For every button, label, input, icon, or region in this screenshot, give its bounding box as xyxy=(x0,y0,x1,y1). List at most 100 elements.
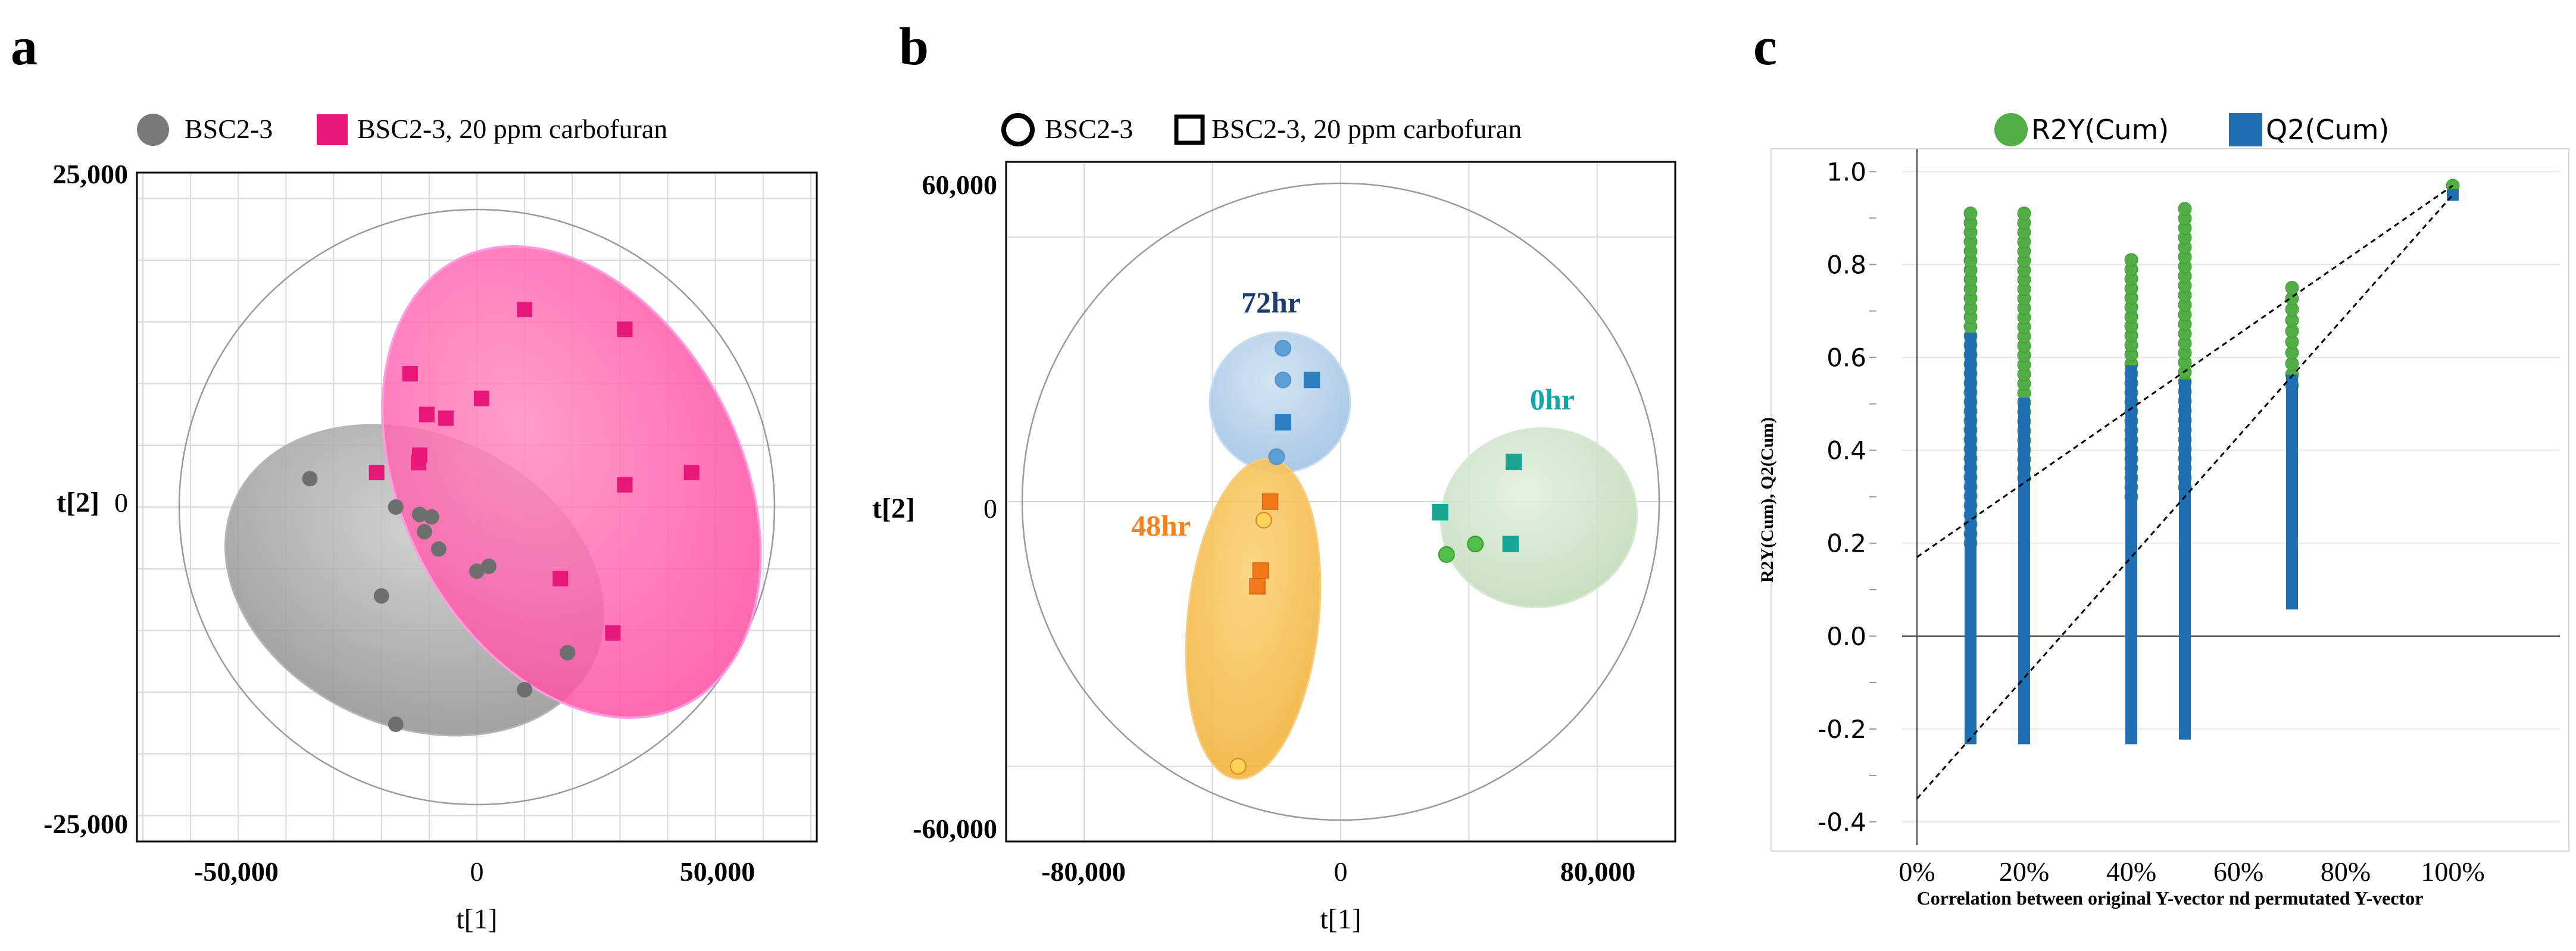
point-a-carbofuran-10 xyxy=(683,464,700,480)
axis-c-xtick-0: 0% xyxy=(1899,856,1935,887)
marks-b xyxy=(1229,340,1522,775)
point-a-bsc2-3-4 xyxy=(416,524,432,540)
axis-b-ylabel: t[2] xyxy=(872,493,915,524)
axis-c-ytick-0: 1.0 xyxy=(1826,157,1866,186)
axis-b-xlabel: t[1] xyxy=(1320,903,1361,935)
group-label-48hr: 48hr xyxy=(1131,509,1191,542)
legend-a-label-2: BSC2-3, 20 ppm carbofuran xyxy=(357,114,667,144)
legend-b: BSC2-3 BSC2-3, 20 ppm carbofuran xyxy=(1001,113,1522,146)
point-a-carbofuran-8 xyxy=(617,321,633,337)
point-a-carbofuran-5 xyxy=(438,410,454,426)
point-b-0hr-bsc2-3-20-ppm-carbofuran-1 xyxy=(1432,504,1448,521)
regression-line-1 xyxy=(1916,194,2454,799)
point-a-carbofuran-4 xyxy=(411,455,427,471)
point-c-r2y-3-29 xyxy=(2178,202,2192,216)
point-b-0hr-bsc2-3-20-ppm-carbofuran-0 xyxy=(1506,453,1522,471)
point-a-carbofuran-2 xyxy=(419,406,435,423)
point-a-carbofuran-0 xyxy=(369,464,385,480)
point-a-carbofuran-7 xyxy=(517,302,533,318)
axis-c-xtick-4: 80% xyxy=(2321,856,2371,887)
point-b-48hr-bsc2-3-1 xyxy=(1229,758,1247,775)
point-a-bsc2-3-2 xyxy=(411,506,427,523)
point-a-carbofuran-9 xyxy=(617,477,633,493)
point-c-r2y-2-25 xyxy=(2124,253,2138,267)
group-label-0hr: 0hr xyxy=(1530,383,1575,416)
axis-b-ytick-2: -60,000 xyxy=(913,814,997,844)
panel-c-letter: c xyxy=(1753,17,1777,76)
axis-c-xlabel: Correlation between original Y-vector nd… xyxy=(1917,887,2424,909)
point-a-bsc2-3-8 xyxy=(373,588,389,604)
axis-b-ytick-1: 0 xyxy=(983,493,997,524)
point-c-r2y-1-28 xyxy=(2017,207,2031,221)
panel-a-letter: a xyxy=(11,17,38,76)
point-a-bsc2-3-11 xyxy=(560,645,576,661)
point-a-carbofuran-1 xyxy=(402,366,418,381)
legend-b-label-1: BSC2-3 xyxy=(1045,114,1133,144)
point-a-bsc2-3-0 xyxy=(302,471,318,487)
point-c-q2-3-49 xyxy=(2179,379,2191,392)
point-b-72hr-bsc2-3-0 xyxy=(1275,340,1292,357)
legend-a-marker-2 xyxy=(317,114,348,145)
axis-b-xtick-2: 80,000 xyxy=(1560,856,1636,887)
axis-c-xtick-1: 20% xyxy=(1999,856,2049,887)
axis-c-ytick-7: -0.4 xyxy=(1818,808,1866,837)
legend-a-label-1: BSC2-3 xyxy=(185,114,273,144)
point-a-bsc2-3-7 xyxy=(481,558,497,574)
point-b-0hr-bsc2-3-0 xyxy=(1467,536,1484,553)
point-b-48hr-bsc2-3-20-ppm-carbofuran-2 xyxy=(1249,578,1266,595)
axis-c-xtick-5: 100% xyxy=(2421,856,2484,887)
point-b-48hr-bsc2-3-20-ppm-carbofuran-0 xyxy=(1262,493,1279,510)
marks-c xyxy=(1916,179,2460,799)
legend-c-label-1: R2Y(Cum) xyxy=(2031,114,2169,146)
legend-a: BSC2-3 BSC2-3, 20 ppm carbofuran xyxy=(137,114,667,146)
legend-b-marker-2 xyxy=(1174,114,1205,145)
legend-c-marker-1 xyxy=(1994,113,2028,146)
axis-c-xtick-3: 60% xyxy=(2213,856,2263,887)
point-b-48hr-bsc2-3-0 xyxy=(1255,512,1272,529)
legend-a-marker-1 xyxy=(137,114,169,146)
point-b-0hr-bsc2-3-1 xyxy=(1438,546,1455,563)
axis-c-ytick-4: 0.2 xyxy=(1826,529,1866,558)
point-a-bsc2-3-9 xyxy=(388,717,404,733)
axis-a-xtick-2: 50,000 xyxy=(680,856,755,887)
point-b-72hr-bsc2-3-20-ppm-carbofuran-0 xyxy=(1303,371,1320,389)
point-c-r2y-4-9 xyxy=(2285,281,2299,295)
point-a-carbofuran-12 xyxy=(605,625,621,641)
axis-a-xtick-1: 0 xyxy=(470,856,484,887)
panel-c: c R2Y(Cum) Q2(Cum) 1.0 0.8 0.6 0.4 0.2 0.0 -0.… xyxy=(1753,17,2569,909)
point-c-r2y-0-35 xyxy=(1963,207,1978,221)
axis-a-ytick-2: -25,000 xyxy=(43,809,128,839)
point-a-bsc2-3-1 xyxy=(388,499,404,515)
legend-b-marker-1 xyxy=(1001,113,1035,146)
legend-c-marker-2 xyxy=(2229,113,2262,146)
axis-b-xtick-0: -80,000 xyxy=(1041,856,1126,887)
axis-a-ytick-1: 0 xyxy=(114,487,128,518)
point-c-q2-4-31 xyxy=(2286,374,2298,387)
panel-a: a BSC2-3 BSC2-3, 20 ppm carbofuran 25,00… xyxy=(11,17,818,935)
plot-c-frame xyxy=(1771,148,2569,852)
point-a-carbofuran-11 xyxy=(552,571,569,587)
regression-line-0 xyxy=(1916,184,2453,558)
axis-a-ylabel: t[2] xyxy=(57,487,99,518)
axis-b-xtick-1: 0 xyxy=(1334,856,1348,887)
legend-b-label-2: BSC2-3, 20 ppm carbofuran xyxy=(1211,114,1522,144)
grid-c: 1.0 0.8 0.6 0.4 0.2 0.0 -0.2 -0.4 0% 20% 40% 60% 80%… xyxy=(1818,149,2560,887)
point-c-q2-1-47 xyxy=(2018,398,2030,410)
point-a-bsc2-3-10 xyxy=(517,681,533,697)
axis-a-xtick-0: -50,000 xyxy=(194,856,279,887)
axis-c-ytick-2: 0.6 xyxy=(1826,343,1866,373)
axis-c-ytick-3: 0.4 xyxy=(1826,436,1866,465)
point-a-bsc2-3-3 xyxy=(423,509,439,525)
axis-c-xtick-2: 40% xyxy=(2106,856,2156,887)
panel-b: b BSC2-3 BSC2-3, 20 ppm carbofuran 72hr … xyxy=(872,17,1676,935)
group-ellipse-magenta xyxy=(381,245,762,719)
axis-b-ytick-0: 60,000 xyxy=(922,170,998,200)
point-c-q2-0-56 xyxy=(1965,333,1977,345)
point-c-q2-2-52 xyxy=(2125,365,2137,377)
axis-a-ytick-0: 25,000 xyxy=(53,159,129,189)
point-b-72hr-bsc2-3-2 xyxy=(1268,448,1285,465)
axis-c-ylabel: R2Y(Cum), Q2(Cum) xyxy=(1757,417,1777,583)
panel-b-letter: b xyxy=(899,17,929,76)
axis-c-ytick-1: 0.8 xyxy=(1826,250,1866,279)
